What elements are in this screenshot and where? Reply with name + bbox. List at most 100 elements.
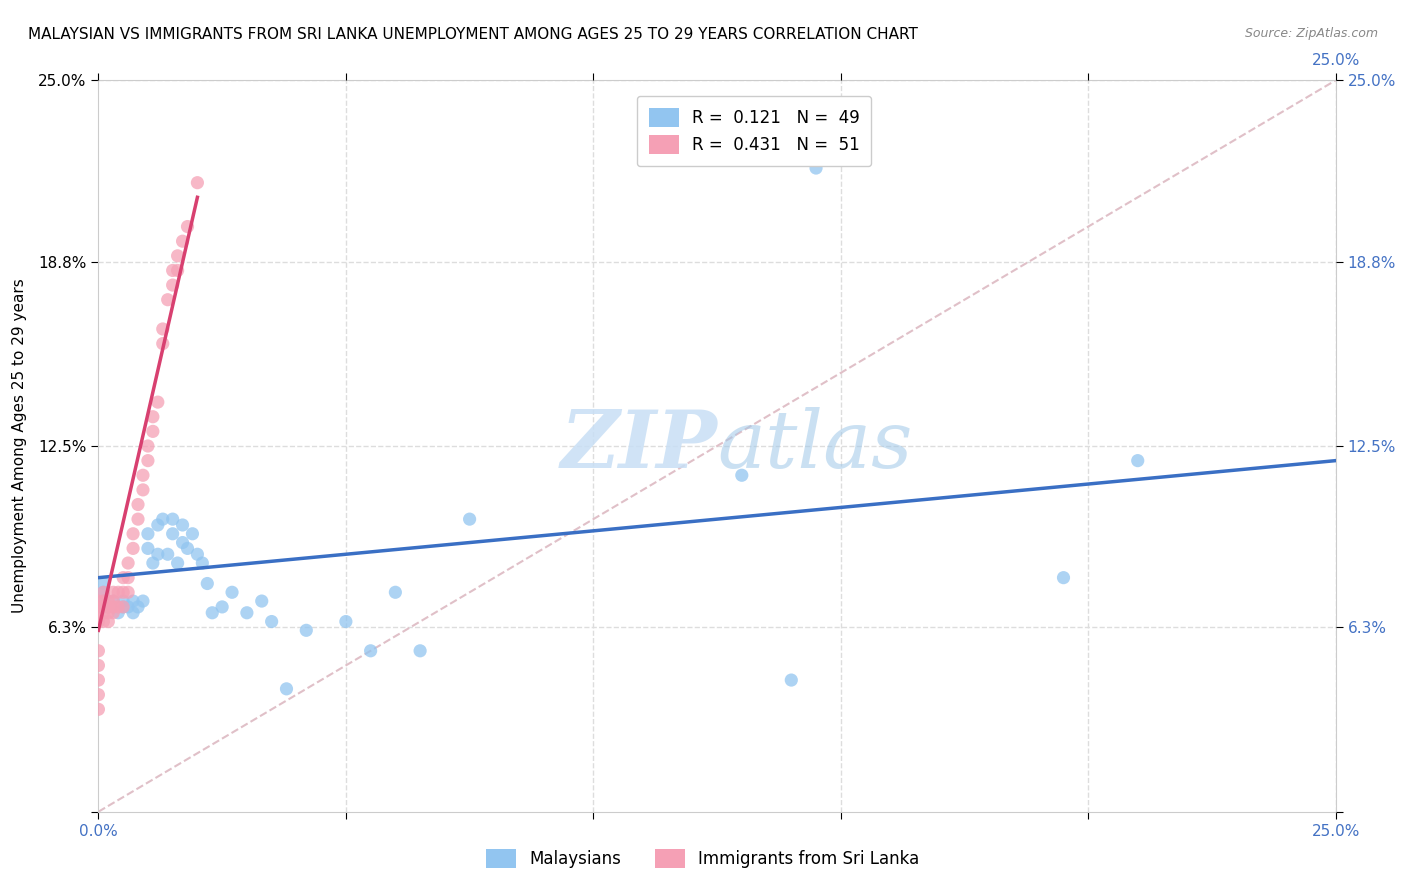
- Point: [97, 615, 120, 629]
- Point: [162, 263, 184, 277]
- Point: [107, 585, 129, 599]
- Point: [166, 249, 188, 263]
- Point: [112, 585, 135, 599]
- Point: [103, 594, 125, 608]
- Point: [186, 547, 208, 561]
- Point: [87, 644, 110, 658]
- Point: [142, 409, 165, 424]
- Point: [360, 644, 382, 658]
- Point: [181, 526, 204, 541]
- Point: [162, 278, 184, 293]
- Point: [221, 585, 243, 599]
- Point: [409, 644, 432, 658]
- Point: [136, 439, 159, 453]
- Point: [103, 594, 125, 608]
- Point: [152, 512, 174, 526]
- Point: [117, 571, 139, 585]
- Point: [93, 585, 115, 599]
- Point: [166, 263, 188, 277]
- Point: [260, 615, 283, 629]
- Point: [93, 606, 115, 620]
- Point: [87, 702, 110, 716]
- Point: [112, 599, 135, 614]
- Point: [117, 556, 139, 570]
- Point: [176, 541, 198, 556]
- Point: [127, 512, 149, 526]
- Point: [162, 526, 184, 541]
- Point: [97, 606, 120, 620]
- Point: [97, 599, 120, 614]
- Point: [146, 395, 169, 409]
- Point: [162, 512, 184, 526]
- Point: [93, 576, 115, 591]
- Text: ZIP: ZIP: [560, 408, 717, 484]
- Point: [132, 594, 155, 608]
- Point: [295, 624, 318, 638]
- Point: [93, 585, 115, 599]
- Point: [156, 293, 179, 307]
- Point: [132, 468, 155, 483]
- Point: [201, 606, 224, 620]
- Point: [276, 681, 298, 696]
- Point: [458, 512, 481, 526]
- Point: [107, 606, 129, 620]
- Point: [127, 599, 149, 614]
- Point: [97, 599, 120, 614]
- Point: [211, 599, 233, 614]
- Point: [93, 594, 115, 608]
- Point: [176, 219, 198, 234]
- Text: MALAYSIAN VS IMMIGRANTS FROM SRI LANKA UNEMPLOYMENT AMONG AGES 25 TO 29 YEARS CO: MALAYSIAN VS IMMIGRANTS FROM SRI LANKA U…: [28, 27, 918, 42]
- Point: [142, 425, 165, 439]
- Point: [122, 526, 145, 541]
- Point: [804, 161, 827, 175]
- Point: [127, 498, 149, 512]
- Point: [107, 599, 129, 614]
- Point: [142, 556, 165, 570]
- Point: [152, 322, 174, 336]
- Point: [384, 585, 406, 599]
- Point: [172, 234, 194, 248]
- Point: [87, 599, 110, 614]
- Text: Source: ZipAtlas.com: Source: ZipAtlas.com: [1244, 27, 1378, 40]
- Point: [112, 571, 135, 585]
- Point: [195, 576, 218, 591]
- Point: [172, 518, 194, 533]
- Point: [1052, 571, 1074, 585]
- Point: [172, 535, 194, 549]
- Point: [122, 541, 145, 556]
- Point: [236, 606, 259, 620]
- Point: [87, 594, 110, 608]
- Point: [97, 594, 120, 608]
- Point: [93, 615, 115, 629]
- Point: [122, 606, 145, 620]
- Point: [731, 468, 754, 483]
- Point: [335, 615, 357, 629]
- Point: [132, 483, 155, 497]
- Point: [93, 599, 115, 614]
- Point: [166, 556, 188, 570]
- Point: [780, 673, 803, 687]
- Point: [146, 547, 169, 561]
- Text: atlas: atlas: [717, 408, 912, 484]
- Point: [103, 606, 125, 620]
- Point: [136, 541, 159, 556]
- Point: [87, 673, 110, 687]
- Point: [93, 594, 115, 608]
- Point: [117, 599, 139, 614]
- Point: [87, 688, 110, 702]
- Point: [156, 547, 179, 561]
- Point: [152, 336, 174, 351]
- Point: [117, 585, 139, 599]
- Point: [250, 594, 273, 608]
- Point: [112, 599, 135, 614]
- Point: [122, 594, 145, 608]
- Point: [1126, 453, 1149, 467]
- Point: [136, 453, 159, 467]
- Point: [103, 599, 125, 614]
- Point: [191, 556, 214, 570]
- Point: [112, 594, 135, 608]
- Point: [186, 176, 208, 190]
- Legend: R =  0.121   N =  49, R =  0.431   N =  51: R = 0.121 N = 49, R = 0.431 N = 51: [637, 96, 872, 166]
- Point: [93, 599, 115, 614]
- Point: [103, 585, 125, 599]
